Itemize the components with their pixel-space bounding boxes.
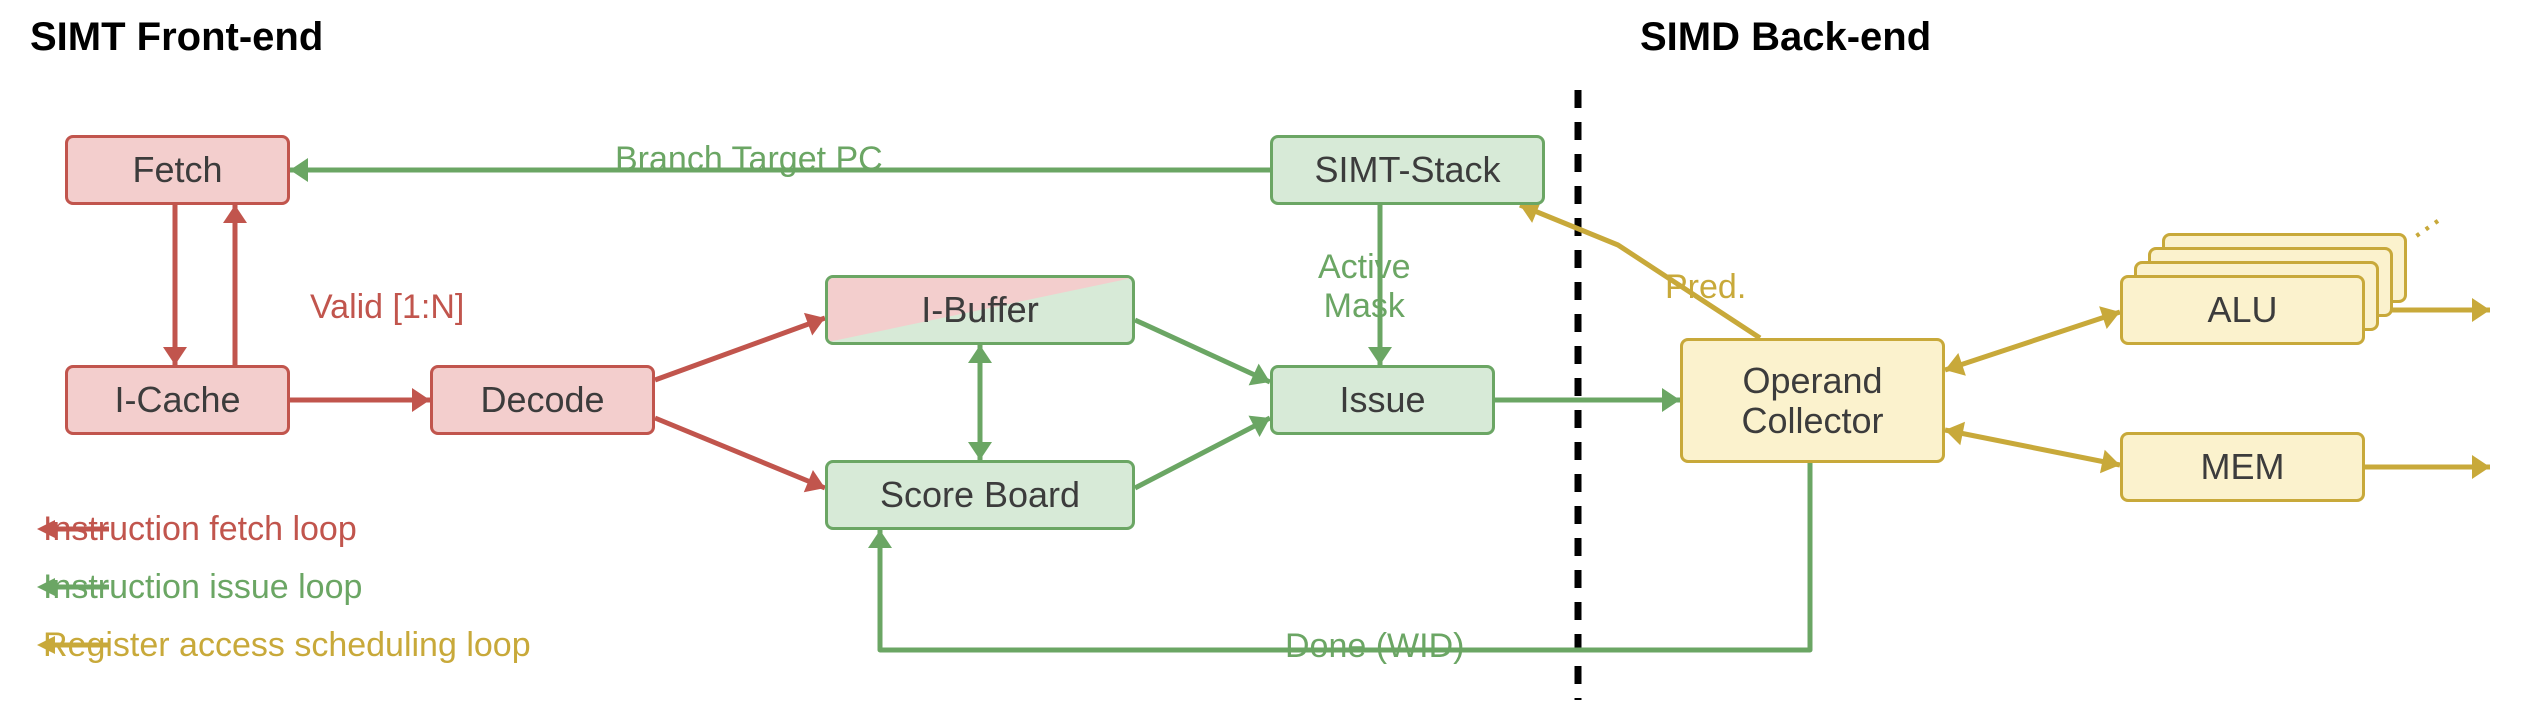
node-mem: MEM (2120, 432, 2365, 502)
legend-text-register: Register access scheduling loop (43, 626, 531, 665)
node-simtstack: SIMT-Stack (1270, 135, 1545, 205)
edge-label-branchpc: Branch Target PC (615, 140, 883, 179)
node-decode: Decode (430, 365, 655, 435)
title-backend: SIMD Back-end (1640, 15, 1931, 60)
node-opcoll: OperandCollector (1680, 338, 1945, 463)
node-scoreboard: Score Board (825, 460, 1135, 530)
legend-register: Register access scheduling loop (35, 626, 531, 665)
node-ibuffer-label: I-Buffer (825, 275, 1135, 345)
edge-label-valid: Valid [1:N] (310, 288, 464, 327)
edges-layer (0, 0, 2521, 721)
node-fetch: Fetch (65, 135, 290, 205)
node-issue: Issue (1270, 365, 1495, 435)
node-icache: I-Cache (65, 365, 290, 435)
title-frontend: SIMT Front-end (30, 15, 323, 60)
node-alu: ALU (2120, 275, 2365, 345)
edge-label-activemask: ActiveMask (1318, 248, 1411, 326)
edge-label-donewid: Done (WID) (1285, 627, 1464, 666)
edge-label-pred: Pred. (1665, 268, 1746, 307)
legend-issue: Instruction issue loop (35, 568, 362, 607)
legend-fetch: Instruction fetch loop (35, 510, 357, 549)
